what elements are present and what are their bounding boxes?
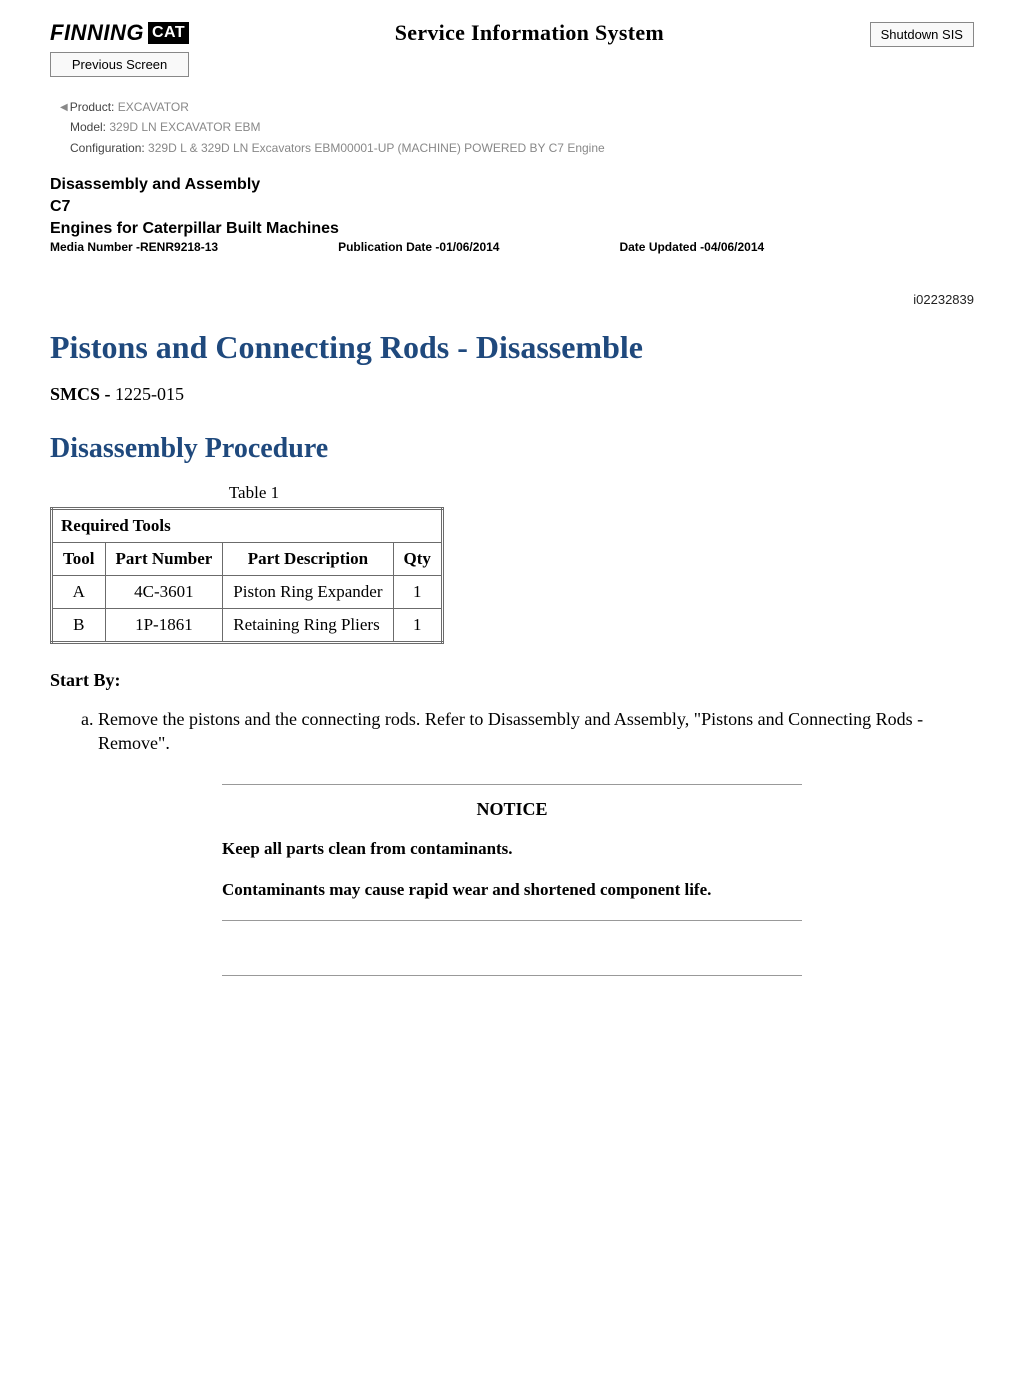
meta-product: ◀Product: EXCAVATOR <box>60 97 974 117</box>
notice-body: Keep all parts clean from contaminants. … <box>222 838 802 902</box>
col-part-description: Part Description <box>223 543 393 576</box>
smcs-value: 1225-015 <box>111 384 185 404</box>
brand-badge: CAT <box>152 24 185 42</box>
media-number: Media Number -RENR9218-13 <box>50 240 218 254</box>
logo-block: FINNING CAT Previous Screen <box>50 20 189 77</box>
product-label: Product: <box>70 100 115 114</box>
table-row: A 4C-3601 Piston Ring Expander 1 <box>52 576 443 609</box>
col-qty: Qty <box>393 543 442 576</box>
list-item: Remove the pistons and the connecting ro… <box>98 707 974 756</box>
config-value: 329D L & 329D LN Excavators EBM00001-UP … <box>145 141 605 155</box>
divider <box>222 784 802 785</box>
start-by-list: Remove the pistons and the connecting ro… <box>50 707 974 756</box>
table-caption: Table 1 <box>50 483 458 503</box>
notice-block: NOTICE Keep all parts clean from contami… <box>222 784 802 976</box>
config-label: Configuration: <box>70 141 145 155</box>
model-value: 329D LN EXCAVATOR EBM <box>106 120 261 134</box>
notice-title: NOTICE <box>222 799 802 820</box>
cell-qty: 1 <box>393 609 442 643</box>
back-arrow-icon[interactable]: ◀ <box>60 99 68 116</box>
start-by-label: Start By: <box>50 670 974 691</box>
cell-qty: 1 <box>393 576 442 609</box>
model-label: Model: <box>70 120 106 134</box>
notice-line-2: Contaminants may cause rapid wear and sh… <box>222 879 802 902</box>
cell-pd: Piston Ring Expander <box>223 576 393 609</box>
shutdown-sis-button[interactable]: Shutdown SIS <box>870 22 974 47</box>
page-title: Pistons and Connecting Rods - Disassembl… <box>50 329 974 366</box>
subtitle-header: Engines for Caterpillar Built Machines <box>50 220 974 238</box>
table-row: B 1P-1861 Retaining Ring Pliers 1 <box>52 609 443 643</box>
procedure-title: Disassembly Procedure <box>50 433 974 465</box>
cell-tool: B <box>52 609 106 643</box>
meta-model: Model: 329D LN EXCAVATOR EBM <box>70 117 974 137</box>
date-updated: Date Updated -04/06/2014 <box>619 240 764 254</box>
meta-config: Configuration: 329D L & 329D LN Excavato… <box>70 138 974 158</box>
divider <box>222 920 802 921</box>
smcs-label: SMCS - <box>50 384 111 404</box>
system-title: Service Information System <box>395 20 664 46</box>
divider <box>222 975 802 976</box>
previous-screen-button[interactable]: Previous Screen <box>50 52 189 77</box>
document-id: i02232839 <box>50 292 974 307</box>
table-header: Required Tools <box>52 509 443 543</box>
publication-date: Publication Date -01/06/2014 <box>338 240 499 254</box>
meta-block: ◀Product: EXCAVATOR Model: 329D LN EXCAV… <box>50 97 974 158</box>
smcs-line: SMCS - 1225-015 <box>50 384 974 405</box>
cell-pd: Retaining Ring Pliers <box>223 609 393 643</box>
required-tools-table: Required Tools Tool Part Number Part Des… <box>50 507 444 644</box>
logo-row: FINNING CAT <box>50 20 189 46</box>
shutdown-wrap: Shutdown SIS <box>870 20 974 47</box>
notice-line-1: Keep all parts clean from contaminants. <box>222 838 802 861</box>
engine-header: C7 <box>50 198 974 216</box>
cell-pn: 1P-1861 <box>105 609 223 643</box>
publication-row: Media Number -RENR9218-13 Publication Da… <box>50 240 974 254</box>
col-part-number: Part Number <box>105 543 223 576</box>
top-bar: FINNING CAT Previous Screen Service Info… <box>50 20 974 77</box>
product-value: EXCAVATOR <box>114 100 188 114</box>
cat-badge: CAT <box>148 22 189 44</box>
cell-tool: A <box>52 576 106 609</box>
cell-pn: 4C-3601 <box>105 576 223 609</box>
section-header: Disassembly and Assembly <box>50 176 974 194</box>
col-tool: Tool <box>52 543 106 576</box>
brand-left: FINNING <box>50 20 144 46</box>
